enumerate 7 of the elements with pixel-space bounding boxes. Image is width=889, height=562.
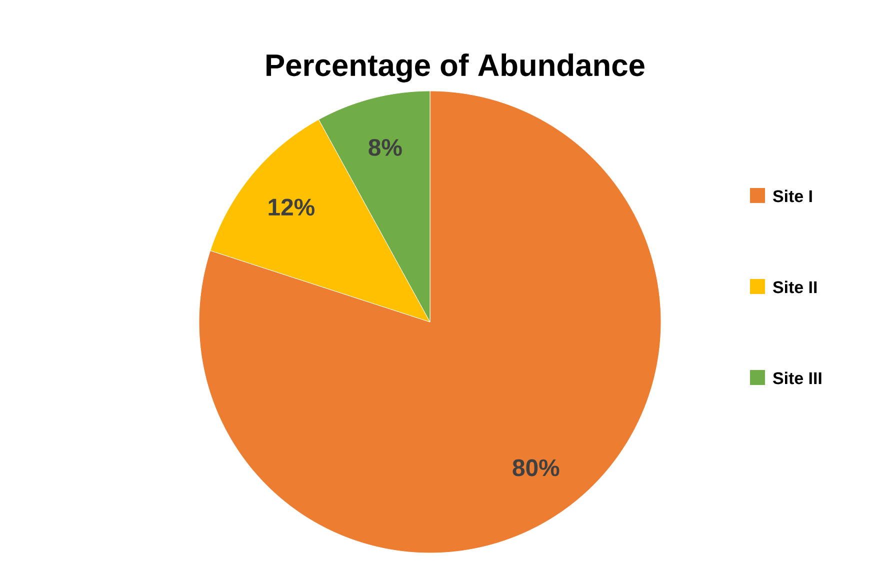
- data-label: 8%: [368, 139, 402, 156]
- chart-title: Percentage of Abundance: [266, 54, 644, 82]
- data-label: 12%: [268, 198, 314, 216]
- legend-label: Site III: [773, 372, 822, 384]
- legend-label: Site I: [773, 190, 812, 202]
- data-label: 80%: [512, 459, 560, 476]
- legend-label: Site II: [773, 280, 817, 294]
